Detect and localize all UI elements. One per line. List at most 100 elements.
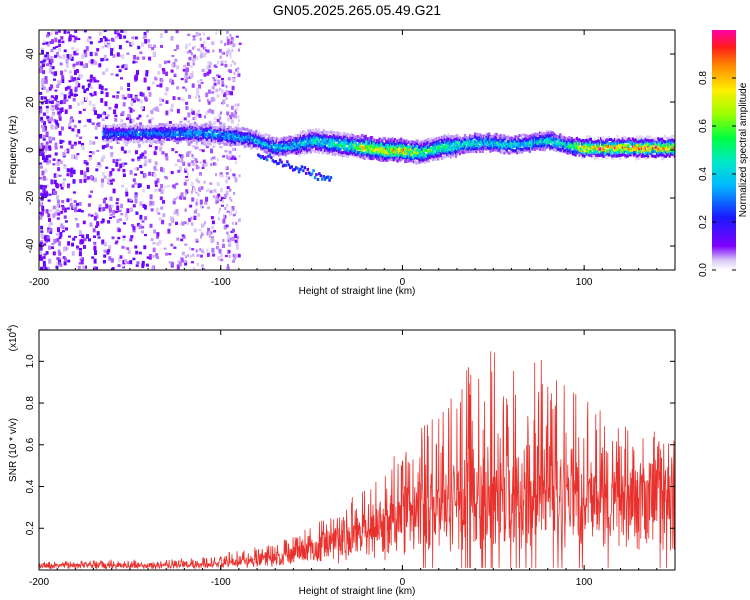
heatmap-cell <box>229 55 232 59</box>
heatmap-cell <box>48 99 52 104</box>
heatmap-cell <box>74 207 77 213</box>
heatmap-cell <box>500 137 503 141</box>
heatmap-cell <box>42 266 46 270</box>
heatmap-cell <box>658 153 661 157</box>
heatmap-cell <box>481 150 484 153</box>
heatmap-cell <box>202 32 205 36</box>
heatmap-cell <box>265 133 268 137</box>
heatmap-cell <box>180 154 184 159</box>
heatmap-cell <box>629 138 632 141</box>
heatmap-cell <box>194 95 197 99</box>
heatmap-cell <box>218 207 221 211</box>
heatmap-cell <box>83 178 87 183</box>
heatmap-cell <box>184 208 187 212</box>
heatmap-cell <box>391 146 394 150</box>
heatmap-cell <box>63 49 67 53</box>
heatmap-cell <box>158 135 161 139</box>
heatmap-cell <box>641 146 645 150</box>
heatmap-cell <box>232 259 236 263</box>
heatmap-cell <box>475 142 478 146</box>
heatmap-cell <box>627 137 631 141</box>
heatmap-cell <box>207 101 211 105</box>
heatmap-cell <box>546 130 549 134</box>
heatmap-cell <box>224 142 227 146</box>
heatmap-cell <box>523 148 526 152</box>
heatmap-cell <box>363 151 366 155</box>
heatmap-cell <box>139 214 143 220</box>
heatmap-cell <box>41 185 45 188</box>
heatmap-cell <box>59 139 63 144</box>
heatmap-cell <box>376 157 379 161</box>
heatmap-cell <box>240 142 243 146</box>
heatmap-cell <box>498 134 501 138</box>
heatmap-cell <box>230 112 234 118</box>
heatmap-cell <box>189 254 192 258</box>
heatmap-cell <box>90 175 93 180</box>
heatmap-cell <box>162 140 165 144</box>
heatmap-cell <box>260 134 263 138</box>
heatmap-cell <box>116 52 120 57</box>
heatmap-cell <box>287 139 290 143</box>
heatmap-cell <box>355 147 358 151</box>
heatmap-cell <box>302 146 305 150</box>
heatmap-cell <box>476 132 479 136</box>
heatmap-cell <box>415 155 418 159</box>
heatmap-cell <box>482 136 486 140</box>
heatmap-cell <box>502 145 505 149</box>
heatmap-cell <box>105 203 109 209</box>
heatmap-cell <box>413 146 416 149</box>
heatmap-cell <box>129 139 132 143</box>
heatmap-cell <box>154 180 158 185</box>
heatmap-cell <box>372 156 375 160</box>
heatmap-cell <box>474 135 477 139</box>
heatmap-cell <box>299 134 302 138</box>
heatmap-cell <box>94 110 97 115</box>
heatmap-cell <box>234 177 238 183</box>
heatmap-cell <box>544 136 547 139</box>
heatmap-cell <box>205 92 209 98</box>
heatmap-cell <box>303 130 306 134</box>
heatmap-cell <box>418 145 421 149</box>
heatmap-cell <box>280 144 283 148</box>
heatmap-cell <box>39 106 43 111</box>
heatmap-cell <box>79 136 83 140</box>
heatmap-cell <box>321 138 324 142</box>
heatmap-cell <box>476 143 479 147</box>
heatmap-cell <box>92 228 96 233</box>
heatmap-cell <box>186 151 190 156</box>
heatmap-cell <box>63 165 67 169</box>
heatmap-cell <box>280 149 283 153</box>
heatmap-cell <box>195 238 199 242</box>
heatmap-cell <box>72 63 76 67</box>
heatmap-cell <box>320 135 323 138</box>
heatmap-cell <box>438 145 441 149</box>
heatmap-cell <box>86 87 89 91</box>
heatmap-cell <box>220 127 224 131</box>
heatmap-cell <box>351 140 355 144</box>
heatmap-cell <box>348 149 351 153</box>
heatmap-cell <box>471 134 474 138</box>
heatmap-cell <box>184 126 187 130</box>
heatmap-cell <box>551 138 554 142</box>
heatmap-cell <box>47 228 51 233</box>
heatmap-cell <box>404 143 407 147</box>
heatmap-cell <box>260 137 263 140</box>
heatmap-cell <box>283 145 286 149</box>
heatmap-cell <box>547 137 550 141</box>
heatmap-cell <box>231 221 234 225</box>
heatmap-cell <box>283 138 286 142</box>
heatmap-cell <box>131 98 135 101</box>
heatmap-cell <box>353 136 356 140</box>
heatmap-cell <box>192 128 196 132</box>
heatmap-cell <box>185 101 189 105</box>
heatmap-cell <box>133 55 137 60</box>
heatmap-cell <box>574 138 577 142</box>
heatmap-cell <box>301 143 304 146</box>
heatmap-cell <box>658 147 661 151</box>
heatmap-cell <box>201 166 205 170</box>
heatmap-cell <box>177 97 181 101</box>
heatmap-cell <box>547 140 550 144</box>
heatmap-cell <box>580 149 584 153</box>
heatmap-cell <box>181 234 185 237</box>
heatmap-cell <box>385 151 388 155</box>
